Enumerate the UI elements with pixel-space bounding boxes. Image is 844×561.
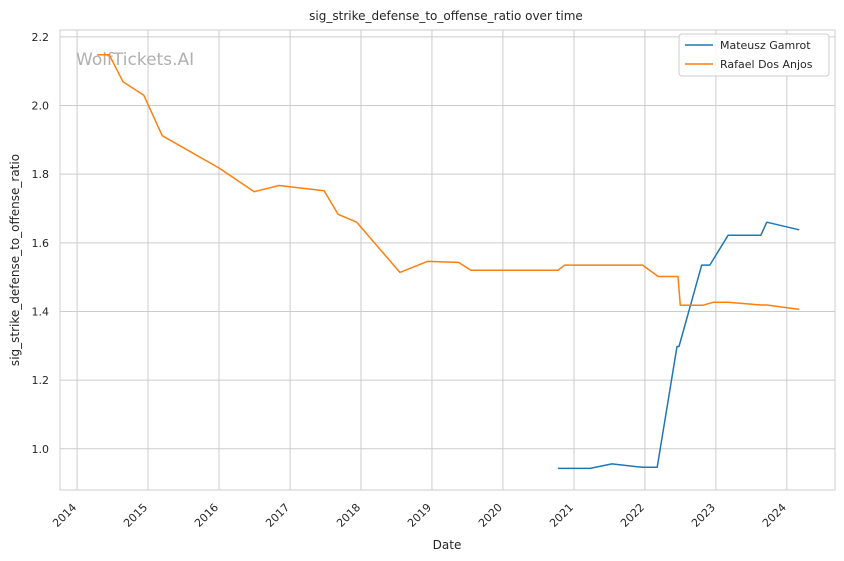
x-gridlines xyxy=(76,30,788,490)
chart-title: sig_strike_defense_to_offense_ratio over… xyxy=(309,9,583,23)
y-tick-label: 1.2 xyxy=(32,374,50,387)
legend-label-rafael-dos-anjos: Rafael Dos Anjos xyxy=(720,58,813,71)
legend: Mateusz Gamrot Rafael Dos Anjos xyxy=(678,33,830,77)
series-line-rafael-dos-anjos xyxy=(97,53,800,311)
plot-area xyxy=(59,29,836,491)
y-tick-label: 2.0 xyxy=(32,100,50,113)
y-tick-label: 1.8 xyxy=(32,168,50,181)
y-tick-label: 1.4 xyxy=(32,305,50,318)
y-tick-label: 2.2 xyxy=(32,31,50,44)
series-lines xyxy=(97,53,800,470)
series-line-mateusz-gamrot xyxy=(557,221,800,470)
y-tick-label: 1.6 xyxy=(32,237,50,250)
watermark: WolfTickets.AI xyxy=(76,50,194,70)
y-axis-ticks: 1.0 1.2 1.4 1.6 1.8 2.0 2.2 xyxy=(32,31,50,456)
legend-label-mateusz-gamrot: Mateusz Gamrot xyxy=(720,39,811,52)
x-axis-label: Date xyxy=(433,538,462,552)
y-gridlines xyxy=(60,36,835,450)
y-tick-label: 1.0 xyxy=(32,443,50,456)
legend-box xyxy=(678,33,830,77)
y-axis-label: sig_strike_defense_to_offense_ratio xyxy=(8,154,22,366)
